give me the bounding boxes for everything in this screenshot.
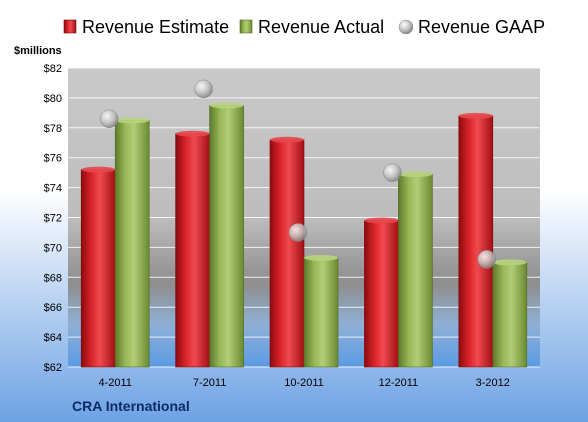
bar-revenue-actual: [209, 105, 244, 368]
legend-label: Revenue GAAP: [418, 17, 545, 37]
bar-top-cap: [304, 254, 338, 261]
bar-revenue-actual: [492, 262, 528, 368]
y-tick-label: $68: [44, 272, 62, 284]
legend: Revenue Estimate Revenue Actual Revenue GA…: [63, 17, 545, 37]
legend-label: Revenue Estimate: [82, 17, 229, 37]
bar-revenue-estimate: [80, 169, 116, 368]
bar-revenue-estimate: [364, 220, 399, 368]
marker-revenue-gaap: [194, 79, 213, 99]
bar-top-cap: [115, 117, 150, 124]
bar-top-cap: [492, 259, 527, 266]
y-tick-label: $76: [44, 153, 62, 165]
bar-top-cap: [458, 112, 493, 119]
x-axis-ticks: 4-2011 7-2011 10-2011 12-2011 3-2012: [98, 377, 509, 389]
x-tick-label: 10-2011: [284, 377, 324, 389]
bars: [80, 102, 528, 368]
y-tick-label: $82: [44, 63, 62, 75]
bar-top-cap: [209, 102, 244, 109]
bar-top-cap: [364, 217, 399, 224]
marker-revenue-gaap: [99, 109, 119, 129]
marker-revenue-gaap: [383, 163, 402, 182]
x-tick-label: 4-2011: [98, 377, 131, 389]
bar-top-cap: [81, 166, 116, 173]
legend-swatch: [63, 19, 77, 34]
x-tick-label: 3-2012: [476, 377, 510, 389]
y-axis-unit-label: $millions: [14, 45, 62, 57]
legend-swatch: [398, 19, 414, 35]
bar-top-cap: [398, 171, 433, 178]
bar-top-cap: [270, 136, 304, 143]
y-tick-label: $64: [44, 332, 62, 344]
legend-swatch: [239, 19, 253, 34]
bar-top-cap: [175, 130, 210, 137]
bar-revenue-estimate: [458, 115, 494, 368]
bar-revenue-actual: [398, 173, 433, 368]
marker-revenue-gaap: [477, 250, 497, 269]
marker-revenue-gaap: [288, 223, 308, 242]
y-tick-label: $70: [44, 242, 62, 254]
x-tick-label: 12-2011: [379, 377, 419, 389]
bar-revenue-estimate: [269, 139, 305, 368]
bar-revenue-estimate: [175, 133, 210, 368]
legend-label: Revenue Actual: [258, 17, 384, 37]
y-tick-label: $74: [44, 183, 62, 195]
y-tick-label: $66: [44, 302, 62, 314]
y-tick-label: $78: [44, 123, 62, 135]
y-tick-label: $72: [44, 213, 62, 225]
bar-revenue-actual: [114, 120, 150, 368]
y-tick-label: $62: [44, 362, 62, 374]
y-axis-ticks: $62 $64 $66 $68 $70 $72 $74 $76 $78 $80 $82: [44, 63, 62, 374]
x-tick-label: 7-2011: [193, 377, 226, 389]
y-tick-label: $80: [44, 93, 62, 105]
bar-revenue-actual: [303, 257, 339, 368]
company-name: CRA International: [72, 398, 190, 414]
gaap-markers: [99, 79, 497, 269]
